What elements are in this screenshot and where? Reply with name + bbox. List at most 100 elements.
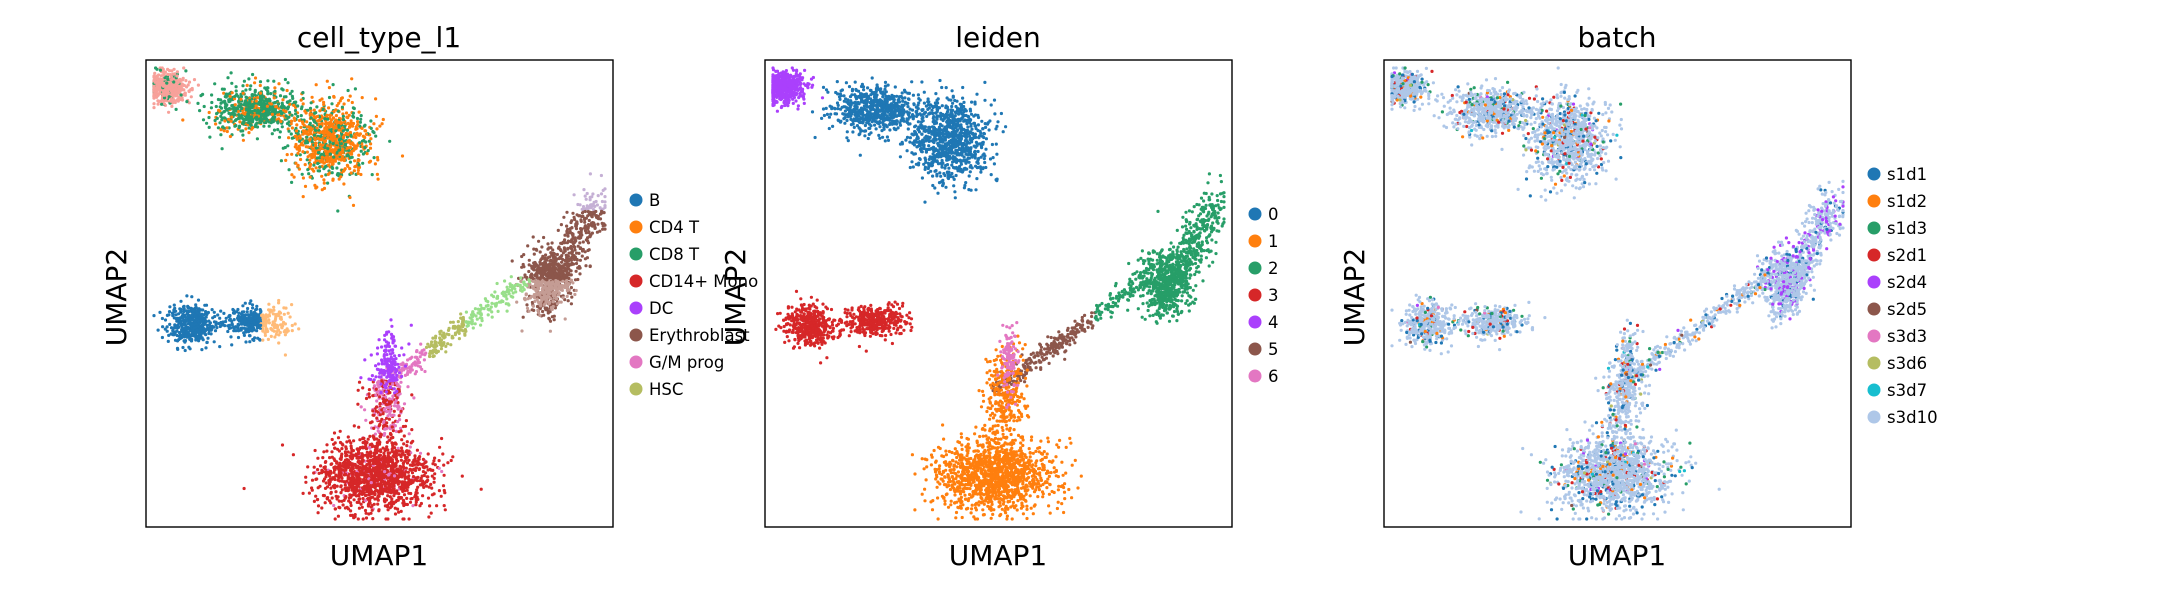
scatter-point bbox=[388, 400, 391, 403]
scatter-point bbox=[303, 130, 306, 133]
scatter-point bbox=[389, 433, 392, 436]
scatter-point bbox=[184, 69, 187, 72]
scatter-point bbox=[351, 156, 354, 159]
scatter-point bbox=[251, 73, 254, 76]
scatter-point bbox=[458, 337, 461, 340]
scatter-point bbox=[284, 78, 287, 81]
scatter-point bbox=[279, 120, 282, 123]
scatter-point bbox=[331, 496, 334, 499]
scatter-point bbox=[560, 223, 563, 226]
scatter-point bbox=[276, 121, 279, 124]
scatter-point bbox=[563, 241, 566, 244]
scatter-point bbox=[271, 323, 274, 326]
scatter-point bbox=[414, 372, 417, 375]
scatter-point bbox=[229, 95, 232, 98]
scatter-point bbox=[342, 129, 345, 132]
scatter-point bbox=[259, 84, 262, 87]
scatter-point bbox=[364, 419, 367, 422]
scatter-point bbox=[197, 307, 200, 310]
scatter-point bbox=[316, 162, 319, 165]
scatter-point bbox=[466, 325, 469, 328]
scatter-point bbox=[357, 426, 360, 429]
scatter-point bbox=[345, 116, 348, 119]
scatter-point bbox=[273, 129, 276, 132]
scatter-point bbox=[536, 267, 539, 270]
scatter-point bbox=[380, 345, 383, 348]
scatter-point bbox=[431, 337, 434, 340]
scatter-point bbox=[274, 109, 277, 112]
scatter-point bbox=[230, 71, 233, 74]
scatter-point bbox=[457, 320, 460, 323]
scatter-point bbox=[545, 282, 548, 285]
scatter-point bbox=[597, 194, 600, 197]
scatter-point bbox=[412, 362, 415, 365]
scatter-point bbox=[438, 446, 441, 449]
scatter-point bbox=[318, 119, 321, 122]
scatter-point bbox=[533, 296, 536, 299]
scatter-point bbox=[596, 223, 599, 226]
scatter-point bbox=[210, 332, 213, 335]
scatter-point bbox=[305, 136, 308, 139]
scatter-point bbox=[548, 255, 551, 258]
scatter-point bbox=[233, 312, 236, 315]
scatter-point bbox=[373, 378, 376, 381]
scatter-point bbox=[202, 118, 205, 121]
scatter-point bbox=[374, 135, 377, 138]
scatter-point bbox=[566, 247, 569, 250]
scatter-point bbox=[268, 99, 271, 102]
scatter-point bbox=[510, 275, 513, 278]
scatter-point bbox=[351, 125, 354, 128]
scatter-point bbox=[196, 102, 199, 105]
scatter-point bbox=[323, 182, 326, 185]
scatter-point bbox=[304, 185, 307, 188]
scatter-point bbox=[165, 82, 168, 85]
scatter-point bbox=[244, 302, 247, 305]
scatter-point bbox=[309, 112, 312, 115]
scatter-point bbox=[251, 306, 254, 309]
scatter-points bbox=[152, 66, 606, 520]
scatter-point bbox=[386, 357, 389, 360]
scatter-point bbox=[526, 297, 529, 300]
scatter-point bbox=[315, 105, 318, 108]
scatter-point bbox=[305, 111, 308, 114]
scatter-point bbox=[273, 90, 276, 93]
scatter-point bbox=[246, 307, 249, 310]
scatter-point bbox=[353, 107, 356, 110]
scatter-point bbox=[521, 290, 524, 293]
scatter-point bbox=[371, 509, 374, 512]
scatter-point bbox=[335, 114, 338, 117]
scatter-point bbox=[233, 95, 236, 98]
scatter-point bbox=[215, 112, 218, 115]
scatter-point bbox=[446, 342, 449, 345]
scatter-point bbox=[271, 329, 274, 332]
scatter-point bbox=[377, 178, 380, 181]
scatter-point bbox=[359, 132, 362, 135]
scatter-point bbox=[356, 144, 359, 147]
scatter-point bbox=[184, 79, 187, 82]
scatter-point bbox=[382, 424, 385, 427]
scatter-point bbox=[391, 382, 394, 385]
scatter-point bbox=[168, 95, 171, 98]
scatter-point bbox=[203, 317, 206, 320]
scatter-point bbox=[281, 111, 284, 114]
scatter-point bbox=[533, 300, 536, 303]
scatter-point bbox=[320, 159, 323, 162]
scatter-point bbox=[331, 171, 334, 174]
scatter-point bbox=[332, 159, 335, 162]
scatter-point bbox=[348, 125, 351, 128]
scatter-point bbox=[237, 110, 240, 113]
scatter-point bbox=[337, 162, 340, 165]
scatter-point bbox=[532, 309, 535, 312]
scatter-point bbox=[282, 147, 285, 150]
scatter-point bbox=[190, 95, 193, 98]
scatter-point bbox=[328, 86, 331, 89]
scatter-point bbox=[166, 68, 169, 71]
scatter-point bbox=[230, 82, 233, 85]
scatter-point bbox=[393, 367, 396, 370]
scatter-point bbox=[197, 299, 200, 302]
scatter-point bbox=[174, 325, 177, 328]
scatter-point bbox=[556, 283, 559, 286]
scatter-point bbox=[375, 388, 378, 391]
scatter-point bbox=[155, 95, 158, 98]
scatter-point bbox=[171, 314, 174, 317]
